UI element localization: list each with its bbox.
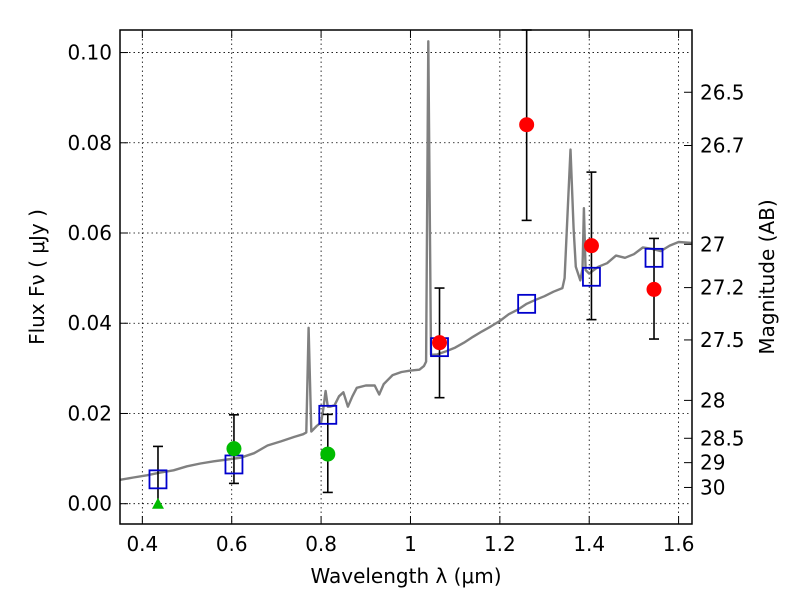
x-tick-label: 1.2 — [484, 532, 516, 556]
model-spectrum — [119, 40, 693, 481]
synthetic-square — [148, 469, 168, 490]
y2-tick-label: 29 — [700, 451, 725, 475]
y-tick-label: 0.06 — [67, 221, 112, 245]
y-tick-label: 0.00 — [67, 492, 112, 516]
synthetic-square — [582, 266, 601, 287]
y2-tick-label: 27 — [700, 232, 725, 256]
photometry-markers — [148, 117, 664, 509]
y2-tick-label: 27.5 — [700, 328, 745, 352]
x-tick-label: 1 — [404, 532, 417, 556]
observed-red-point — [519, 117, 535, 133]
upper-limit-triangle — [151, 497, 164, 509]
x-tick-label: 1.6 — [663, 532, 695, 556]
y2-tick-label: 30 — [700, 475, 725, 499]
synthetic-square — [644, 247, 664, 268]
observed-red-point — [432, 335, 448, 351]
y2-tick-label: 28 — [700, 388, 725, 412]
y-axis-label: Flux Fν ( μJy ) — [25, 209, 49, 345]
y2-axis-label: Magnitude (AB) — [755, 199, 779, 354]
y2-tick-label: 26.7 — [700, 133, 745, 157]
x-axis-label: Wavelength λ (μm) — [310, 564, 501, 588]
observed-red-point — [646, 281, 662, 297]
x-tick-label: 0.4 — [126, 532, 158, 556]
y2-tick-label: 28.5 — [700, 426, 745, 450]
synthetic-square — [517, 293, 537, 314]
y-tick-label: 0.10 — [67, 41, 112, 65]
grid-lines — [120, 30, 692, 524]
y2-tick-label: 26.5 — [700, 80, 745, 104]
y-tick-label: 0.04 — [67, 311, 112, 335]
x-tick-label: 0.8 — [305, 532, 337, 556]
x-tick-label: 0.6 — [216, 532, 248, 556]
y-tick-label: 0.08 — [67, 131, 112, 155]
observed-green-point — [320, 446, 336, 462]
model-spectrum-line — [119, 40, 693, 481]
plot-frame — [119, 29, 693, 525]
y2-tick-label: 27.2 — [700, 276, 745, 300]
x-tick-label: 1.4 — [573, 532, 605, 556]
y-tick-label: 0.02 — [67, 401, 112, 425]
observed-green-point — [226, 441, 242, 457]
observed-red-point — [583, 238, 599, 254]
synthetic-square — [318, 404, 338, 425]
axis-ticks: 0.4 0.6 0.8 1 1.2 1.4 1.6 0.00 0.02 0.04 0.06 0.08 0… — [67, 30, 745, 556]
